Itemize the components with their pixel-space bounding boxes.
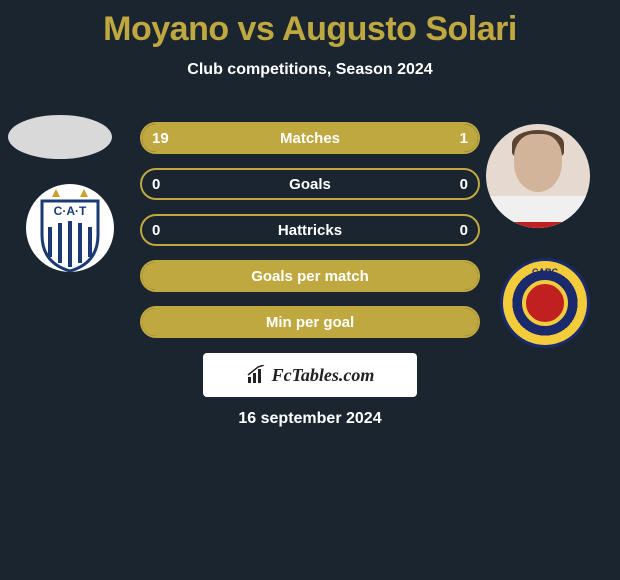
date-text: 16 september 2024 xyxy=(0,410,620,428)
bar-value-left: 19 xyxy=(152,130,169,147)
page-subtitle: Club competitions, Season 2024 xyxy=(0,61,620,79)
bar-value-right: 0 xyxy=(460,222,468,239)
player-right-photo xyxy=(486,124,590,228)
bar-hattricks: 0 Hattricks 0 xyxy=(140,214,480,246)
bar-min-per-goal: Min per goal xyxy=(140,306,480,338)
club-left-badge: C·A·T xyxy=(26,184,114,272)
club-right-badge: CARC xyxy=(500,258,590,348)
bar-label: Min per goal xyxy=(142,314,478,331)
comparison-bars: 19 Matches 1 0 Goals 0 0 Hattricks 0 Goa… xyxy=(140,122,480,352)
bar-value-right: 0 xyxy=(460,176,468,193)
bar-label: Matches xyxy=(142,130,478,147)
bar-matches: 19 Matches 1 xyxy=(140,122,480,154)
bar-goals: 0 Goals 0 xyxy=(140,168,480,200)
chart-icon xyxy=(246,365,266,385)
logo-box: FcTables.com xyxy=(203,353,417,397)
bar-value-left: 0 xyxy=(152,176,160,193)
bar-goals-per-match: Goals per match xyxy=(140,260,480,292)
bar-label: Goals per match xyxy=(142,268,478,285)
page-title: Moyano vs Augusto Solari xyxy=(0,0,620,49)
bar-label: Hattricks xyxy=(142,222,478,239)
svg-text:C·A·T: C·A·T xyxy=(54,204,87,218)
player-left-photo xyxy=(8,115,112,159)
bar-label: Goals xyxy=(142,176,478,193)
logo-text: FcTables.com xyxy=(272,365,375,386)
bar-value-left: 0 xyxy=(152,222,160,239)
bar-value-right: 1 xyxy=(460,130,468,147)
